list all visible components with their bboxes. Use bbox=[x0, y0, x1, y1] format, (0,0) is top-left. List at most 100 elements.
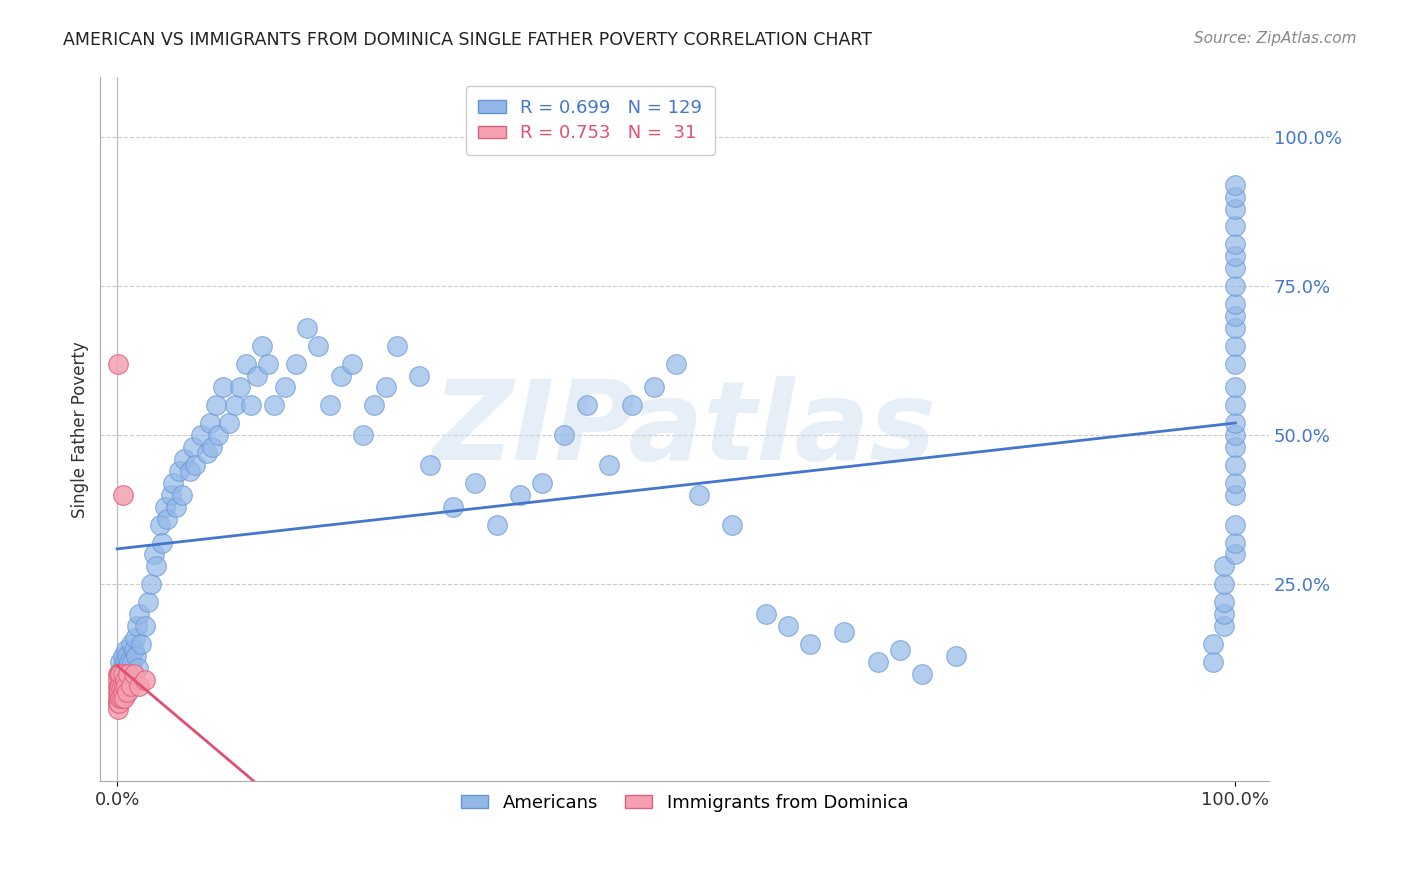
Point bbox=[297, 321, 319, 335]
Point bbox=[553, 428, 575, 442]
Point bbox=[112, 679, 135, 693]
Point bbox=[1225, 380, 1247, 394]
Point bbox=[128, 679, 150, 693]
Point bbox=[108, 666, 131, 681]
Point bbox=[1225, 458, 1247, 472]
Point bbox=[121, 666, 143, 681]
Point bbox=[120, 679, 142, 693]
Point bbox=[108, 684, 131, 698]
Point bbox=[285, 357, 308, 371]
Point bbox=[1225, 417, 1247, 431]
Point bbox=[1213, 559, 1236, 574]
Point bbox=[1225, 237, 1247, 252]
Point bbox=[122, 666, 145, 681]
Point bbox=[385, 339, 408, 353]
Point bbox=[110, 661, 132, 675]
Point bbox=[115, 661, 138, 675]
Y-axis label: Single Father Poverty: Single Father Poverty bbox=[72, 341, 89, 517]
Point bbox=[755, 607, 778, 621]
Point bbox=[721, 517, 744, 532]
Point bbox=[124, 631, 146, 645]
Point bbox=[145, 559, 167, 574]
Point bbox=[1225, 357, 1247, 371]
Point bbox=[110, 673, 132, 687]
Point bbox=[509, 488, 531, 502]
Point bbox=[363, 398, 385, 412]
Point bbox=[263, 398, 285, 412]
Point bbox=[620, 398, 643, 412]
Point bbox=[1225, 517, 1247, 532]
Point bbox=[486, 517, 509, 532]
Point bbox=[464, 475, 486, 490]
Point bbox=[170, 488, 193, 502]
Point bbox=[107, 673, 129, 687]
Point bbox=[1225, 398, 1247, 412]
Point bbox=[108, 666, 131, 681]
Point bbox=[110, 679, 132, 693]
Point bbox=[207, 428, 229, 442]
Point bbox=[107, 666, 129, 681]
Point bbox=[110, 690, 132, 705]
Point bbox=[799, 637, 821, 651]
Point bbox=[114, 673, 136, 687]
Point bbox=[120, 637, 142, 651]
Point bbox=[121, 655, 143, 669]
Point bbox=[252, 339, 274, 353]
Point bbox=[173, 452, 195, 467]
Point bbox=[911, 666, 934, 681]
Point bbox=[111, 666, 134, 681]
Point bbox=[165, 500, 187, 514]
Point bbox=[408, 368, 430, 383]
Point bbox=[110, 684, 132, 698]
Point bbox=[117, 666, 139, 681]
Point bbox=[115, 679, 138, 693]
Point bbox=[1202, 637, 1225, 651]
Point bbox=[114, 655, 136, 669]
Point bbox=[134, 619, 156, 633]
Point bbox=[1225, 548, 1247, 562]
Point bbox=[118, 655, 141, 669]
Point bbox=[112, 679, 135, 693]
Point bbox=[1213, 595, 1236, 609]
Point bbox=[139, 577, 162, 591]
Point bbox=[115, 643, 138, 657]
Point bbox=[1225, 190, 1247, 204]
Point bbox=[134, 673, 156, 687]
Point bbox=[107, 679, 129, 693]
Point bbox=[1213, 619, 1236, 633]
Point bbox=[329, 368, 352, 383]
Point bbox=[598, 458, 620, 472]
Point bbox=[114, 673, 136, 687]
Point bbox=[246, 368, 269, 383]
Point bbox=[318, 398, 340, 412]
Point bbox=[181, 440, 204, 454]
Point bbox=[201, 440, 224, 454]
Point bbox=[1213, 607, 1236, 621]
Point bbox=[1225, 202, 1247, 216]
Point bbox=[1225, 178, 1247, 192]
Point bbox=[110, 690, 132, 705]
Point bbox=[143, 548, 166, 562]
Point bbox=[1225, 321, 1247, 335]
Point bbox=[159, 488, 181, 502]
Point bbox=[419, 458, 441, 472]
Point bbox=[117, 684, 139, 698]
Point bbox=[1213, 577, 1236, 591]
Point bbox=[218, 417, 240, 431]
Point bbox=[111, 690, 134, 705]
Point bbox=[108, 690, 131, 705]
Point bbox=[866, 655, 889, 669]
Point bbox=[149, 517, 172, 532]
Point bbox=[150, 535, 173, 549]
Point bbox=[1225, 261, 1247, 276]
Point bbox=[112, 666, 135, 681]
Point bbox=[531, 475, 554, 490]
Legend: Americans, Immigrants from Dominica: Americans, Immigrants from Dominica bbox=[449, 781, 921, 825]
Point bbox=[235, 357, 257, 371]
Point bbox=[1225, 279, 1247, 293]
Point bbox=[1225, 488, 1247, 502]
Point bbox=[127, 619, 149, 633]
Point bbox=[1225, 440, 1247, 454]
Point bbox=[224, 398, 246, 412]
Point bbox=[665, 357, 688, 371]
